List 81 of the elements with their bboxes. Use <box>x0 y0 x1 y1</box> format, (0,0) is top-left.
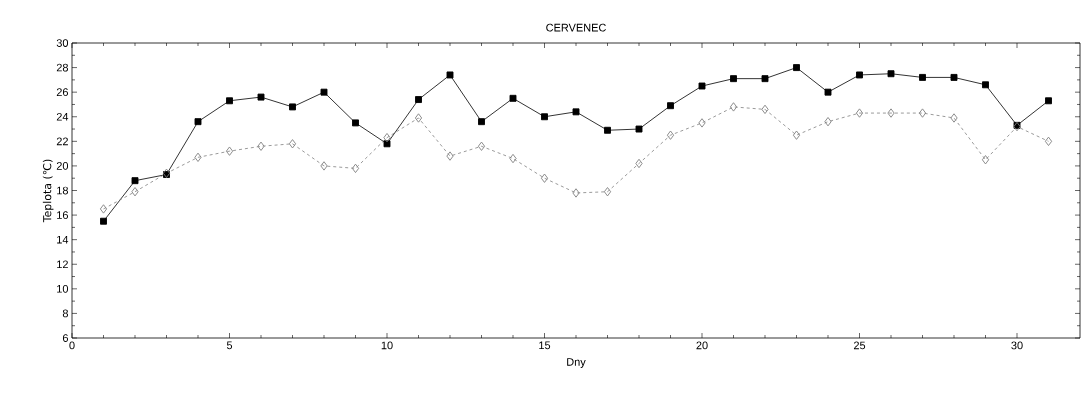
point <box>225 146 234 156</box>
point <box>446 151 454 161</box>
y-tick-label: 22 <box>56 137 68 146</box>
point <box>509 153 517 164</box>
point <box>414 113 423 123</box>
point <box>698 118 706 128</box>
point <box>351 163 360 174</box>
y-axis-title: Teplota (℃) <box>42 159 54 223</box>
point <box>635 158 643 169</box>
y-tick-label: 12 <box>57 260 68 269</box>
point <box>257 93 265 101</box>
x-tick-label: 30 <box>1011 341 1023 350</box>
y-tick-label: 8 <box>62 309 68 318</box>
point <box>383 133 391 143</box>
point <box>604 126 611 134</box>
point <box>257 141 265 151</box>
point <box>950 73 958 81</box>
point <box>320 88 328 96</box>
point <box>667 102 674 110</box>
point <box>761 104 769 115</box>
point <box>950 113 958 123</box>
point <box>383 140 391 148</box>
point <box>855 108 864 118</box>
point <box>887 70 895 78</box>
x-tick-label: 20 <box>696 341 708 350</box>
point <box>541 113 548 121</box>
y-tick-label: 28 <box>56 63 68 72</box>
y-tick-label: 14 <box>57 235 69 244</box>
y-tick-label: 24 <box>56 112 69 121</box>
point <box>1045 97 1052 105</box>
point <box>288 139 297 149</box>
point <box>729 102 738 112</box>
point <box>320 161 328 171</box>
y-tick-label: 10 <box>57 284 69 293</box>
point <box>887 108 895 118</box>
x-tick-label: 10 <box>381 341 393 350</box>
point <box>131 187 139 197</box>
point <box>99 204 108 214</box>
point <box>415 96 422 103</box>
point <box>824 117 832 127</box>
x-tick-label: 25 <box>853 341 866 350</box>
point <box>918 108 927 118</box>
point <box>635 125 643 133</box>
y-tick-label: 6 <box>62 334 68 342</box>
point <box>226 97 233 105</box>
x-tick-label: 0 <box>69 341 75 350</box>
x-tick-label: 5 <box>226 341 233 350</box>
point <box>572 188 580 198</box>
x-tick-label: 15 <box>539 341 551 350</box>
point <box>824 88 832 96</box>
point <box>856 71 863 79</box>
point <box>540 173 549 183</box>
point <box>478 118 485 126</box>
y-tick-label: 20 <box>56 162 69 170</box>
point <box>666 130 675 140</box>
point <box>793 64 800 72</box>
point <box>730 75 737 83</box>
y-tick-label: 18 <box>57 186 68 195</box>
y-tick-label: 26 <box>56 88 68 97</box>
point <box>698 82 706 90</box>
point <box>572 108 580 116</box>
point <box>1044 136 1053 146</box>
point <box>289 103 296 111</box>
point <box>194 152 202 162</box>
point <box>509 94 517 102</box>
point <box>761 75 769 83</box>
point <box>981 155 990 165</box>
point <box>194 118 202 126</box>
point <box>603 187 612 197</box>
y-tick-label: 30 <box>56 39 69 47</box>
point <box>446 71 454 79</box>
point <box>100 217 107 225</box>
point <box>477 141 486 151</box>
point <box>131 177 139 185</box>
point <box>792 130 801 140</box>
point <box>352 119 359 127</box>
y-tick-label: 16 <box>57 211 68 219</box>
point <box>919 73 926 81</box>
point <box>982 81 989 89</box>
x-axis-title: Dny <box>567 358 586 368</box>
chart-title: CERVENEC <box>546 23 606 32</box>
